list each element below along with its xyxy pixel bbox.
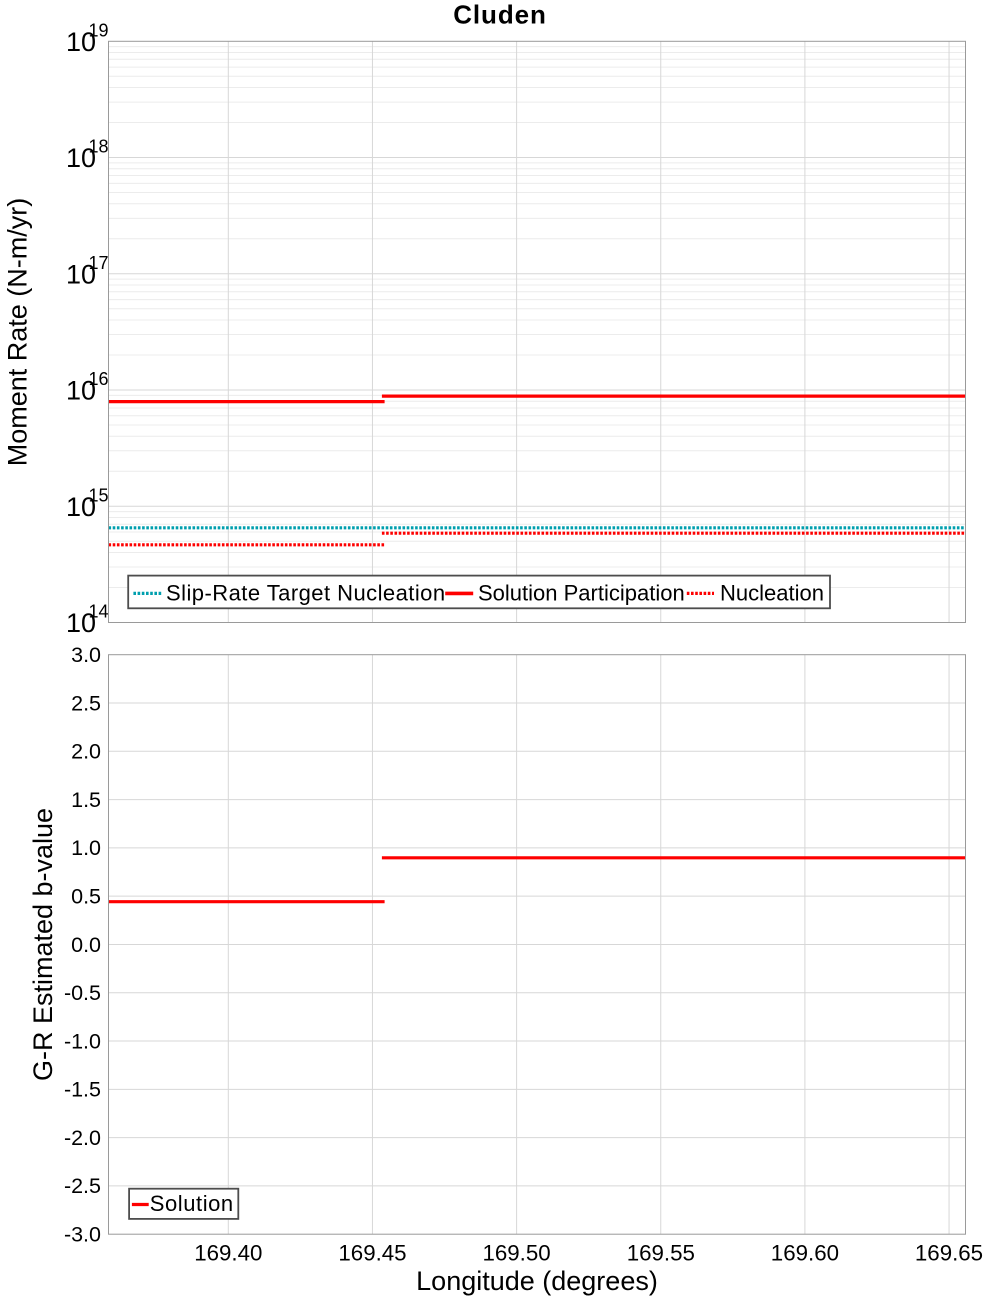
svg-text:169.65: 169.65	[915, 1240, 983, 1265]
svg-text:G-R Estimated b-value: G-R Estimated b-value	[28, 808, 58, 1081]
svg-text:Moment Rate (N-m/yr): Moment Rate (N-m/yr)	[3, 198, 33, 467]
svg-text:169.40: 169.40	[194, 1240, 262, 1265]
svg-text:169.60: 169.60	[771, 1240, 839, 1265]
svg-text:10: 10	[66, 492, 96, 522]
svg-text:Slip-Rate Target Nucleation: Slip-Rate Target Nucleation	[166, 581, 446, 606]
svg-text:3.0: 3.0	[71, 643, 101, 667]
svg-text:169.50: 169.50	[482, 1240, 550, 1265]
svg-text:Nucleation: Nucleation	[720, 581, 824, 606]
svg-text:18: 18	[88, 137, 108, 157]
svg-text:-1.5: -1.5	[64, 1078, 101, 1102]
svg-text:-2.5: -2.5	[64, 1174, 101, 1198]
svg-text:10: 10	[66, 608, 96, 638]
svg-text:Cluden: Cluden	[453, 0, 547, 30]
svg-text:-2.0: -2.0	[64, 1126, 101, 1150]
svg-text:2.0: 2.0	[71, 740, 101, 764]
svg-text:10: 10	[66, 259, 96, 289]
svg-text:169.55: 169.55	[627, 1240, 695, 1265]
svg-text:1.0: 1.0	[71, 836, 101, 860]
svg-text:10: 10	[66, 376, 96, 406]
svg-text:17: 17	[88, 253, 108, 273]
svg-text:0.0: 0.0	[71, 933, 101, 957]
svg-text:Longitude (degrees): Longitude (degrees)	[416, 1266, 658, 1296]
svg-text:10: 10	[66, 27, 96, 57]
svg-text:-1.0: -1.0	[64, 1029, 101, 1053]
svg-text:19: 19	[88, 20, 108, 40]
svg-text:-3.0: -3.0	[64, 1223, 101, 1247]
svg-text:16: 16	[88, 369, 108, 389]
svg-text:-0.5: -0.5	[64, 981, 101, 1005]
svg-text:169.45: 169.45	[338, 1240, 406, 1265]
svg-text:0.5: 0.5	[71, 885, 101, 909]
svg-text:2.5: 2.5	[71, 691, 101, 715]
svg-text:1.5: 1.5	[71, 788, 101, 812]
svg-text:10: 10	[66, 143, 96, 173]
svg-text:Solution Participation: Solution Participation	[478, 581, 685, 606]
svg-text:15: 15	[88, 485, 108, 505]
svg-text:Solution: Solution	[150, 1191, 234, 1216]
svg-text:14: 14	[88, 602, 108, 622]
